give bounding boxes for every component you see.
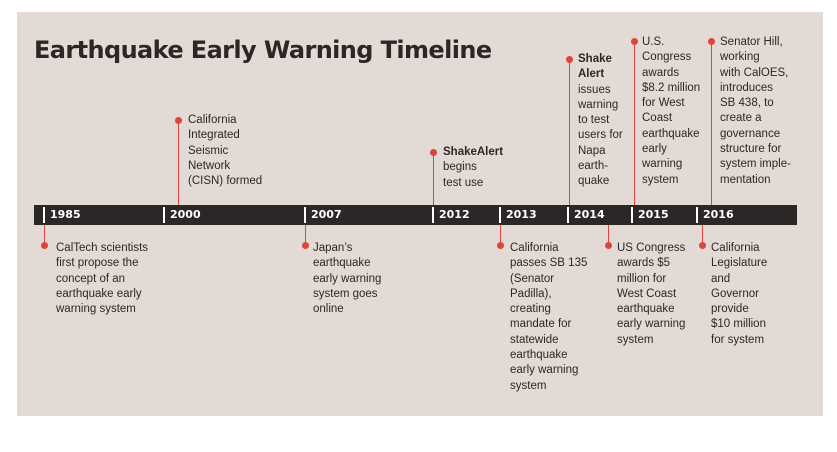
event-dot-2015-below <box>605 242 612 249</box>
year-label-2014: 2014 <box>567 207 605 223</box>
event-1985-caltech: CalTech scientists first propose the con… <box>56 242 149 316</box>
event-2012-shakealert: ShakeAlert begins test use <box>443 145 503 191</box>
event-stem-2000 <box>178 121 179 205</box>
event-dot-2014 <box>566 56 573 63</box>
event-2012-text: begins test use <box>443 161 484 189</box>
year-label-2015: 2015 <box>631 207 669 223</box>
page-title: Earthquake Early Warning Timeline <box>34 36 492 64</box>
event-stem-2015-above <box>634 42 635 205</box>
event-stem-2007 <box>305 225 306 246</box>
event-2014-text: issues warning to test users for Napa ea… <box>578 83 623 188</box>
timeline-bar <box>34 205 797 225</box>
event-stem-2012 <box>433 153 434 205</box>
event-2015-congress-8m: U.S. Congress awards $8.2 million for We… <box>642 36 701 186</box>
event-dot-2015-above <box>631 38 638 45</box>
year-label-1985: 1985 <box>43 207 81 223</box>
event-dot-2012 <box>430 149 437 156</box>
event-2000-cisn: California Integrated Seismic Network (C… <box>188 114 263 188</box>
year-label-2016: 2016 <box>696 207 734 223</box>
event-stem-2016-below <box>702 225 703 246</box>
year-label-2000: 2000 <box>163 207 201 223</box>
event-dot-2013 <box>497 242 504 249</box>
event-2014-bold: Shake Alert <box>578 53 612 81</box>
event-2014-napa: Shake Alert issues warning to test users… <box>578 52 623 190</box>
event-2007-japan: Japan’s earthquake early warning system … <box>313 242 382 316</box>
event-stem-1985 <box>44 225 45 246</box>
year-label-2013: 2013 <box>499 207 537 223</box>
event-stem-2013 <box>500 225 501 246</box>
event-dot-1985 <box>41 242 48 249</box>
event-2015-congress-5m: US Congress awards $5 million for West C… <box>617 242 686 346</box>
event-stem-2014 <box>569 60 570 205</box>
event-dot-2016-above <box>708 38 715 45</box>
event-dot-2000 <box>175 117 182 124</box>
event-2012-bold: ShakeAlert <box>443 146 504 158</box>
year-label-2012: 2012 <box>432 207 470 223</box>
event-2016-legislature: California Legislature and Governor prov… <box>711 242 768 346</box>
event-stem-2016-above <box>711 42 712 205</box>
event-dot-2007 <box>302 242 309 249</box>
event-dot-2016-below <box>699 242 706 249</box>
event-stem-2015-below <box>608 225 609 246</box>
event-2016-sb438: Senator Hill, working with CalOES, intro… <box>720 36 791 186</box>
event-2013-sb135: California passes SB 135 (Senator Padill… <box>510 242 588 392</box>
year-label-2007: 2007 <box>304 207 342 223</box>
